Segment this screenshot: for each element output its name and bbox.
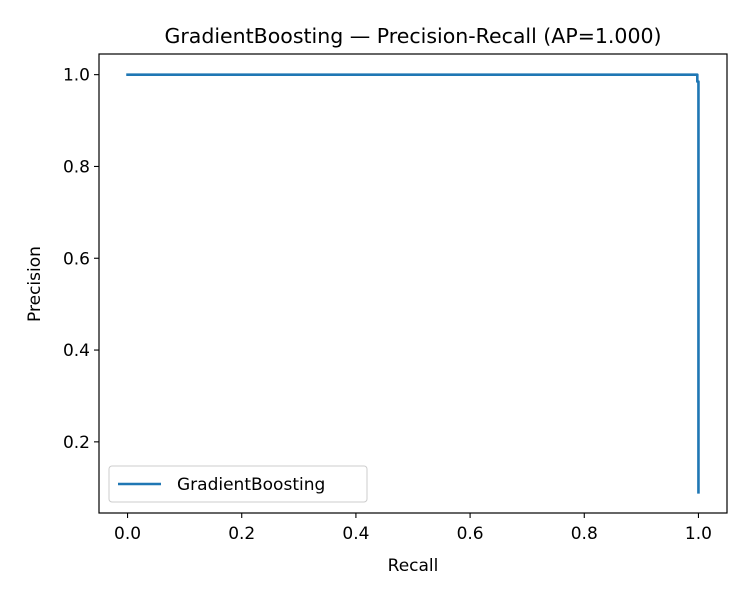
legend-label: GradientBoosting (177, 475, 325, 495)
axes-frame (98, 53, 728, 514)
x-tick-label: 0.0 (114, 524, 141, 544)
y-tick-label: 1.0 (63, 66, 90, 86)
y-tick-label: 0.4 (63, 341, 90, 361)
x-tick-label: 0.4 (342, 524, 369, 544)
chart-title: GradientBoosting — Precision-Recall (AP=… (164, 24, 661, 48)
x-axis-title: Recall (388, 556, 439, 576)
x-tick-label: 0.8 (571, 524, 598, 544)
series-line-0 (126, 73, 700, 494)
x-tick-label: 1.0 (685, 524, 712, 544)
legend-box (108, 465, 368, 503)
x-tick-label: 0.2 (228, 524, 255, 544)
axis-ticks: 0.0 0.2 0.4 0.6 0.8 1.0 0.2 0.4 0.6 0.8 1.0 (63, 66, 712, 544)
y-tick-label: 0.6 (63, 249, 90, 269)
legend: GradientBoosting (108, 465, 368, 503)
x-tick-label: 0.6 (457, 524, 484, 544)
plot-area (126, 73, 700, 494)
y-tick-label: 0.2 (63, 433, 90, 453)
y-tick-label: 0.8 (63, 157, 90, 177)
y-axis-title: Precision (25, 246, 45, 322)
